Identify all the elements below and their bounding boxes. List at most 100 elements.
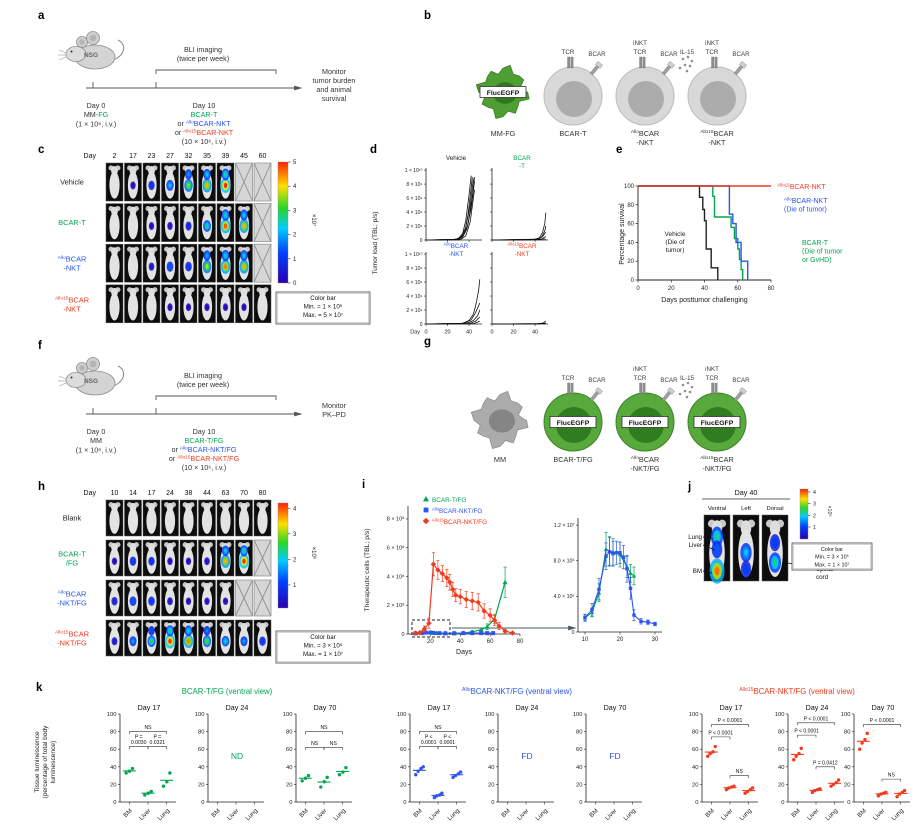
- svg-text:BM: BM: [500, 807, 512, 819]
- svg-text:2: 2: [813, 513, 816, 519]
- svg-text:BM: BM: [412, 807, 424, 819]
- svg-text:Lung: Lung: [890, 807, 905, 822]
- mouse-bli-cell: [253, 243, 272, 283]
- svg-text:0.0001: 0.0001: [440, 740, 456, 746]
- svg-text:BCAR-T/FG: BCAR-T/FG: [553, 455, 593, 464]
- mouse-bli-cell: [124, 162, 142, 202]
- svg-text:FlucEGFP: FlucEGFP: [487, 90, 520, 97]
- svg-text:Allo15BCAR-NKT/FG: Allo15BCAR-NKT/FG: [432, 518, 487, 526]
- svg-text:NSG: NSG: [84, 378, 98, 385]
- svg-text:1: 1: [293, 257, 297, 263]
- svg-text:P =: P =: [153, 735, 161, 741]
- svg-text:Lung: Lung: [244, 807, 259, 822]
- svg-text:60: 60: [627, 222, 634, 228]
- svg-text:MM: MM: [90, 436, 102, 445]
- mouse-bli-cell: [179, 539, 198, 577]
- mouse-bli-cell: [142, 579, 161, 617]
- svg-text:Liver: Liver: [806, 807, 820, 821]
- mouse-bli-cell: [142, 203, 161, 242]
- svg-text:Liver: Liver: [689, 542, 702, 549]
- svg-text:60: 60: [487, 639, 494, 645]
- svg-text:MM: MM: [494, 455, 506, 464]
- svg-text:8 × 10⁹: 8 × 10⁹: [406, 266, 422, 272]
- svg-text:MM-FG: MM-FG: [491, 129, 516, 138]
- svg-text:27: 27: [166, 153, 174, 160]
- svg-text:Day 40: Day 40: [735, 488, 758, 497]
- svg-text:P <: P <: [425, 735, 433, 741]
- svg-text:BM: BM: [856, 807, 868, 819]
- svg-text:P <: P <: [443, 735, 451, 741]
- svg-text:×10⁷: ×10⁷: [310, 214, 317, 226]
- svg-text:17: 17: [129, 153, 137, 160]
- mouse-bli-cell: [105, 499, 124, 537]
- therapeutic-cell: FlucEGFP TCR iNKT BCAR IL-15: [678, 366, 750, 452]
- svg-text:IL-15: IL-15: [680, 49, 695, 56]
- mouse-bli-cell: [161, 284, 179, 324]
- svg-text:Blank: Blank: [63, 514, 82, 523]
- svg-text:8 × 10⁸: 8 × 10⁸: [387, 516, 405, 523]
- mouse-bli-cell: [198, 619, 216, 657]
- svg-text:IL-15: IL-15: [680, 375, 695, 382]
- panel-j-bli-views: Day 40VentralLeftDorsalLungLiverBMSpinal…: [688, 488, 873, 584]
- svg-text:6 × 10⁹: 6 × 10⁹: [406, 280, 422, 286]
- svg-text:100: 100: [107, 712, 117, 718]
- mouse-bli-cell: [179, 203, 198, 242]
- svg-text:40: 40: [778, 765, 784, 771]
- svg-text:40: 40: [198, 765, 204, 771]
- svg-text:Lung: Lung: [156, 807, 171, 822]
- svg-text:10: 10: [582, 637, 589, 643]
- svg-text:80: 80: [400, 730, 406, 736]
- svg-text:Day 70: Day 70: [314, 703, 337, 712]
- svg-text:38: 38: [185, 490, 193, 497]
- svg-text:BCAR-T: BCAR-T: [559, 129, 587, 138]
- svg-text:80: 80: [517, 639, 524, 645]
- mouse-bli-cell: [732, 514, 760, 582]
- svg-text:P = 0.0412: P = 0.0412: [813, 760, 838, 766]
- svg-text:20: 20: [444, 330, 450, 336]
- svg-text:6 × 10⁹: 6 × 10⁹: [406, 196, 422, 202]
- svg-text:80: 80: [110, 730, 116, 736]
- svg-text:Day 17: Day 17: [138, 703, 161, 712]
- svg-text:4: 4: [293, 184, 297, 190]
- svg-text:AlloBCAR: AlloBCAR: [58, 590, 87, 599]
- mouse-bli-cell: [216, 162, 235, 202]
- mouse-bli-cell: [253, 203, 272, 242]
- svg-text:BCAR-T: BCAR-T: [802, 240, 829, 247]
- svg-text:NS: NS: [144, 725, 152, 731]
- svg-text:-T: -T: [519, 163, 525, 170]
- svg-text:Max. = 5 × 10⁷: Max. = 5 × 10⁷: [303, 312, 343, 319]
- svg-text:TCR: TCR: [634, 49, 647, 56]
- svg-text:MM-FG: MM-FG: [84, 110, 109, 119]
- svg-text:Day: Day: [84, 490, 97, 497]
- svg-text:NS: NS: [888, 773, 896, 779]
- panel-h-bli-mouse-grid: Day 10 14 17 24 38 44 63 70 80BlankBCAR-T/FGAlloB…: [55, 490, 371, 664]
- svg-text:or Allo15BCAR-NKT: or Allo15BCAR-NKT: [175, 128, 234, 137]
- svg-text:60: 60: [576, 747, 582, 753]
- svg-text:(twice per week): (twice per week): [177, 54, 229, 63]
- svg-text:Liver: Liver: [314, 807, 328, 821]
- svg-text:40: 40: [466, 330, 472, 336]
- mouse-bli-cell: [142, 539, 161, 577]
- svg-text:3: 3: [293, 532, 297, 538]
- svg-text:BCAR: BCAR: [732, 51, 750, 58]
- svg-text:14: 14: [129, 490, 137, 497]
- therapeutic-cell: TCR BCAR: [543, 49, 606, 126]
- mm-cell: FlucEGFP: [475, 64, 530, 119]
- mouse-bli-cell: [105, 619, 124, 657]
- svg-text:iNKT: iNKT: [705, 40, 719, 47]
- svg-text:and animal: and animal: [316, 85, 352, 94]
- svg-text:Min. = 1 × 10⁶: Min. = 1 × 10⁶: [304, 304, 343, 311]
- svg-text:tumor): tumor): [666, 247, 685, 254]
- svg-text:Day 10: Day 10: [193, 427, 216, 436]
- mouse-bli-cell: [161, 499, 179, 537]
- svg-text:-NKT: -NKT: [636, 138, 654, 147]
- panel-label-j: j: [688, 481, 692, 493]
- mouse-bli-cell: [703, 514, 731, 584]
- svg-text:P =: P =: [135, 735, 143, 741]
- svg-text:BCAR-T: BCAR-T: [58, 218, 86, 227]
- svg-text:100: 100: [485, 712, 495, 718]
- mouse-bli-cell: [216, 619, 235, 657]
- svg-text:100: 100: [689, 712, 699, 718]
- svg-text:iNKT: iNKT: [633, 40, 647, 47]
- svg-text:24: 24: [166, 490, 174, 497]
